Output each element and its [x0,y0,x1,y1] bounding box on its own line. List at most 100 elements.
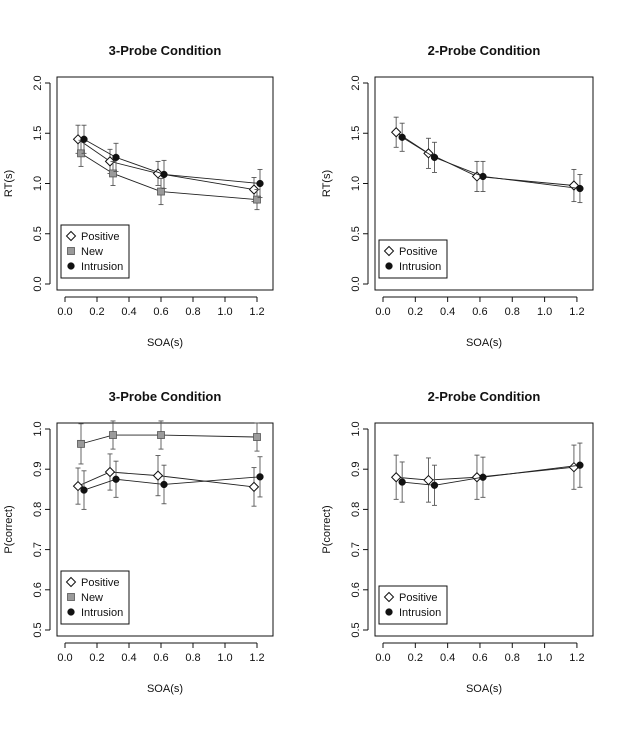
data-point [104,466,116,478]
y-tick-label: 1.0 [350,176,362,191]
y-tick-label: 2.0 [32,75,44,90]
x-axis-label: SOA(s) [466,337,502,349]
legend: Positive New Intrusion [60,224,130,279]
data-point [576,461,584,469]
x-tick-label: 0.0 [57,652,72,664]
y-tick-label: 0.0 [350,276,362,291]
data-point [390,472,402,483]
x-tick-label: 0.0 [375,306,390,318]
legend-marker [67,608,75,616]
chart-title: 3-Probe Condition [109,43,222,58]
data-point [256,179,264,188]
data-point [253,195,261,204]
x-axis-label: SOA(s) [147,683,183,695]
legend-box [378,239,448,279]
y-axis-label: P(correct) [321,505,333,553]
x-tick-label: 0.0 [375,652,390,664]
series-intrusion [80,456,264,510]
y-tick-label: 0.5 [32,622,44,637]
x-tick-label: 1.2 [569,652,584,664]
legend-entry: Positive [81,577,120,589]
x-tick-label: 0.6 [153,652,168,664]
y-tick-label: 0.8 [350,502,362,517]
y-tick-label: 0.0 [32,276,44,291]
legend: Positive Intrusion [378,585,448,625]
x-tick-label: 0.8 [185,652,200,664]
series-line [80,152,258,201]
legend: Positive New Intrusion [60,570,130,625]
legend-marker [65,576,77,588]
legend-marker [383,245,395,257]
x-tick-label: 0.8 [185,306,200,318]
data-point [112,475,120,483]
data-point [576,184,584,193]
series-new [77,139,261,211]
legend-entry: New [81,246,103,258]
series-line [402,464,580,486]
series-line [83,476,261,491]
legend-entry: Intrusion [81,607,123,619]
series-intrusion [398,442,584,506]
y-tick-label: 1.5 [32,126,44,141]
x-tick-label: 0.0 [57,306,72,318]
y-tick-label: 0.5 [350,622,362,637]
y-tick-label: 0.9 [32,462,44,477]
y-tick-label: 1.0 [32,421,44,436]
data-point [248,481,260,493]
y-tick-label: 0.6 [32,582,44,597]
data-point [430,481,439,489]
series-positive [72,124,260,203]
x-tick-label: 0.4 [121,652,136,664]
data-point [157,431,165,439]
data-point [479,473,487,481]
chart-panel-3: 3-Probe Condition 0.0 0.2 0.4 0.6 0.8 1.0 1.2 SO… [3,389,274,695]
y-tick-label: 0.7 [350,542,362,557]
y-tick-label: 0.6 [350,582,362,597]
legend-entry: New [81,592,103,604]
series-line [77,138,255,190]
data-point [80,135,88,143]
data-point [479,172,487,181]
data-point [430,153,439,162]
y-axis-label: P(correct) [3,505,15,553]
series-line [401,136,580,189]
x-tick-label: 0.6 [472,306,487,318]
x-tick-label: 0.8 [505,652,520,664]
data-point [256,473,264,481]
legend-entry: Positive [399,246,438,258]
data-point [157,187,165,196]
y-tick-label: 1.5 [350,126,362,141]
data-point [398,478,406,486]
y-tick-label: 1.0 [32,176,44,191]
data-point [112,153,120,162]
data-point [104,156,116,167]
x-tick-label: 0.2 [408,652,423,664]
series-positive [72,453,260,507]
series-positive [390,116,580,203]
x-tick-label: 0.8 [505,306,520,318]
series-intrusion [398,122,584,204]
series-positive [390,444,580,503]
plot-frame [56,76,274,291]
series-intrusion [80,124,264,199]
y-axis-label: RT(s) [3,170,15,197]
legend-marker [65,230,77,242]
legend-entry: Intrusion [399,261,441,273]
x-tick-label: 1.0 [537,306,552,318]
data-point [152,470,164,481]
data-point [77,439,85,448]
legend-marker [385,262,393,270]
y-tick-label: 0.5 [350,226,362,241]
legend-marker [67,262,75,270]
legend: Positive Intrusion [378,239,448,279]
data-point [109,169,117,178]
x-tick-label: 1.2 [249,306,264,318]
y-tick-label: 0.9 [350,462,362,477]
plot-frame [374,422,594,637]
legend-entry: Intrusion [399,607,441,619]
x-tick-label: 0.4 [121,306,136,318]
x-tick-label: 0.6 [472,652,487,664]
legend-entry: Positive [399,592,438,604]
x-tick-label: 0.4 [440,306,455,318]
x-tick-label: 1.2 [249,652,264,664]
